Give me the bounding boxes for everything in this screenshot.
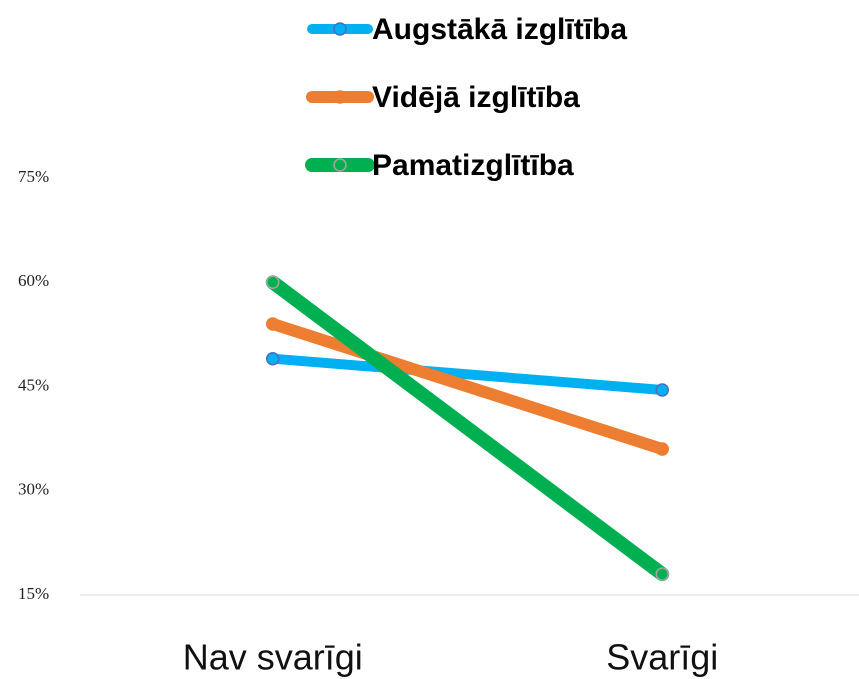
series-marker: [266, 351, 280, 366]
series-marker: [655, 442, 669, 456]
series-marker: [655, 567, 669, 581]
legend-label: Augstākā izglītība: [372, 13, 627, 46]
series-marker: [655, 383, 669, 397]
y-tick-label: 60%: [18, 271, 49, 290]
legend-marker: [333, 22, 347, 36]
y-tick-label: 30%: [18, 480, 49, 499]
series-line: [265, 275, 670, 582]
y-tick-label: 15%: [18, 584, 49, 603]
legend-marker: [333, 158, 347, 172]
legend-label: Vidējā izglītība: [372, 81, 580, 114]
x-tick-label: Svarīgi: [606, 637, 718, 678]
legend-marker: [333, 90, 347, 104]
y-tick-label: 75%: [18, 167, 49, 186]
legend-label: Pamatizglītība: [372, 149, 574, 182]
y-tick-label: 45%: [18, 375, 49, 394]
x-tick-label: Nav svarīgi: [183, 637, 363, 678]
series-line: [267, 353, 668, 395]
series-marker: [266, 275, 280, 289]
series-line: [266, 317, 669, 456]
series-marker: [266, 317, 280, 331]
